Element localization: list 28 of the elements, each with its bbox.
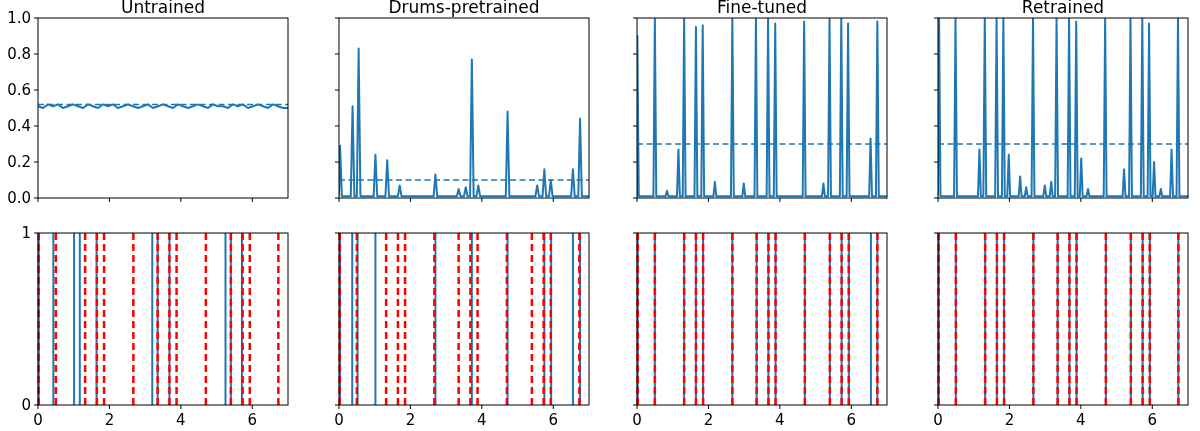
y-tick-label: 0.6 — [7, 81, 31, 99]
y-tick-label: 0 — [21, 396, 31, 414]
x-tick-label: 2 — [405, 411, 416, 429]
x-tick-label: 6 — [846, 411, 857, 429]
y-tick-label: 0.8 — [7, 45, 31, 63]
y-tick-label: 0.0 — [7, 189, 31, 207]
x-tick-label: 2 — [703, 411, 714, 429]
x-tick-label: 6 — [548, 411, 559, 429]
x-tick-label: 2 — [104, 411, 115, 429]
x-tick-label: 2 — [1004, 411, 1015, 429]
x-tick-label: 0 — [933, 411, 943, 429]
chart-title: Untrained — [120, 0, 206, 17]
x-tick-label: 4 — [1076, 411, 1086, 429]
x-tick-label: 6 — [247, 411, 258, 429]
x-tick-label: 4 — [477, 411, 487, 429]
x-tick-label: 0 — [632, 411, 642, 429]
x-tick-label: 4 — [176, 411, 186, 429]
y-tick-label: 1.0 — [7, 9, 31, 27]
chart-title: Drums-pretrained — [388, 0, 540, 17]
x-tick-label: 0 — [334, 411, 344, 429]
y-tick-label: 1 — [21, 224, 31, 242]
y-tick-label: 0.4 — [7, 117, 31, 135]
x-tick-label: 6 — [1147, 411, 1158, 429]
chart-title: Fine-tuned — [716, 0, 808, 17]
x-tick-label: 0 — [33, 411, 43, 429]
chart-title: Retrained — [1021, 0, 1105, 17]
x-tick-label: 4 — [775, 411, 785, 429]
y-tick-label: 0.2 — [7, 153, 31, 171]
